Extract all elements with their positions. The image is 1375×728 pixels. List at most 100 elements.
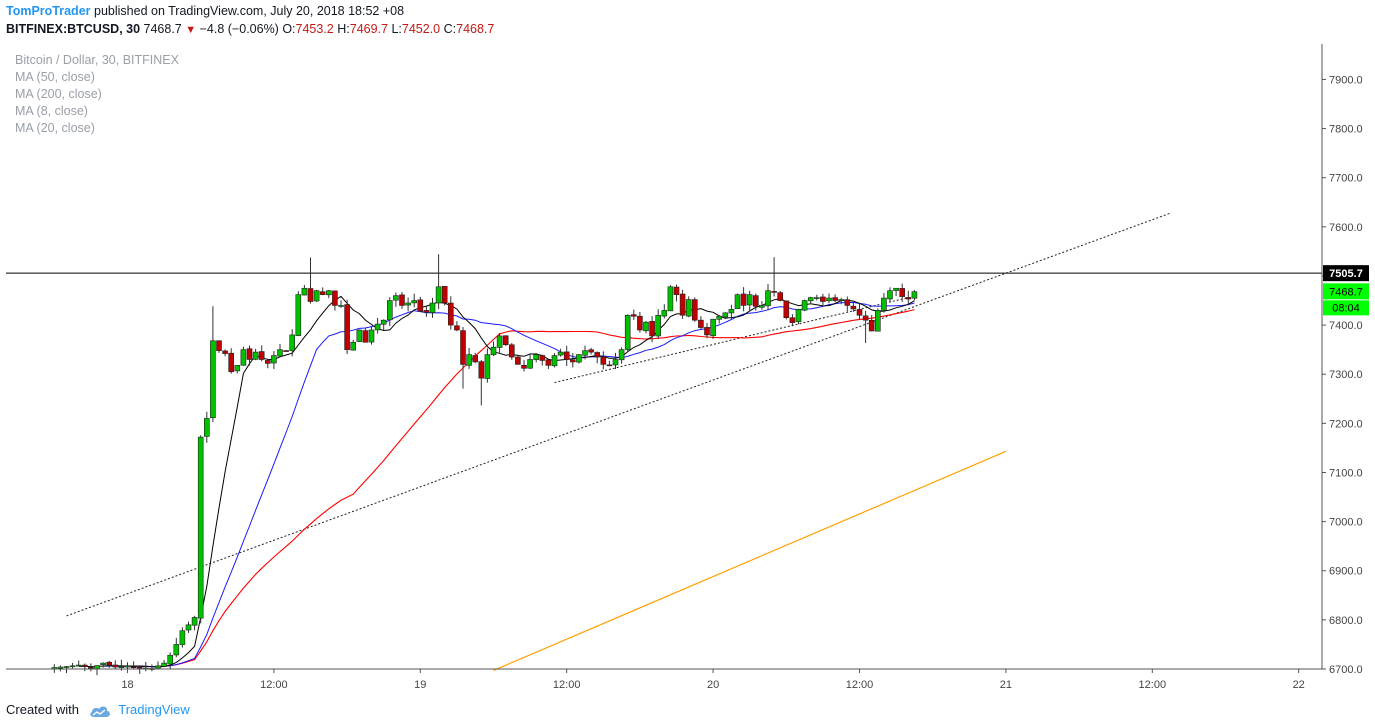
candle-body xyxy=(899,288,906,297)
y-tick-label: 7900.0 xyxy=(1329,74,1363,86)
candle-body xyxy=(179,630,186,645)
candle-body xyxy=(539,355,546,361)
candle-body xyxy=(350,341,357,351)
candle-body xyxy=(710,318,716,337)
candle-body xyxy=(344,304,350,350)
candle-body xyxy=(624,314,631,350)
candle-body xyxy=(691,299,698,321)
legend-ma20[interactable]: MA (20, close) xyxy=(15,121,95,135)
candle-body xyxy=(490,346,497,356)
candle-body xyxy=(783,300,790,319)
legend-ma200[interactable]: MA (200, close) xyxy=(15,87,102,101)
x-tick-label: 19 xyxy=(414,679,426,691)
candle-body xyxy=(155,665,161,669)
candle-body xyxy=(374,323,381,331)
tradingview-cloud-icon[interactable] xyxy=(89,704,111,718)
ma8-line xyxy=(78,295,915,668)
candle-body xyxy=(307,288,314,302)
candle-body xyxy=(850,305,857,310)
candle-body xyxy=(521,364,527,369)
candle-body xyxy=(881,297,887,311)
candle-body xyxy=(167,654,173,665)
candle-body xyxy=(795,309,802,323)
candle-body xyxy=(698,319,704,328)
candle-body xyxy=(478,361,485,379)
symbol-name: BITFINEX:BTCUSD, 30 xyxy=(6,22,141,36)
candle-body xyxy=(887,290,893,300)
legend-title: Bitcoin / Dollar, 30, BITFINEX xyxy=(15,53,179,67)
legend-ma50[interactable]: MA (50, close) xyxy=(15,70,95,84)
candle-body xyxy=(240,349,247,366)
candle-body xyxy=(197,436,204,619)
down-arrow-icon: ▼ xyxy=(185,24,197,36)
candle-body xyxy=(362,330,369,343)
candle-body xyxy=(136,666,143,669)
candle-body xyxy=(295,294,302,336)
candle-body xyxy=(417,299,424,312)
candle-body xyxy=(777,292,784,301)
publish-header: TomProTrader published on TradingView.co… xyxy=(6,4,404,18)
candle-body xyxy=(258,351,265,360)
candle-body xyxy=(441,286,448,304)
candle-body xyxy=(75,664,82,667)
candle-body xyxy=(399,294,405,306)
candle-body xyxy=(161,662,167,667)
y-tick-label: 6800.0 xyxy=(1329,615,1363,627)
candle-body xyxy=(106,661,112,666)
x-tick-label: 12:00 xyxy=(846,679,874,691)
candle-body xyxy=(649,321,655,337)
candle-body xyxy=(667,286,674,312)
candle-body xyxy=(289,334,296,351)
candle-body xyxy=(594,352,601,358)
candle-body xyxy=(173,644,180,656)
countdown-tag xyxy=(1323,300,1369,316)
x-tick-label: 12:00 xyxy=(1139,679,1167,691)
created-with-text: Created with xyxy=(6,702,79,717)
legend-ma8[interactable]: MA (8, close) xyxy=(15,104,88,118)
author-link[interactable]: TomProTrader xyxy=(6,4,91,18)
candle-body xyxy=(844,299,851,306)
x-tick-label: 18 xyxy=(121,679,133,691)
y-tick-label: 7000.0 xyxy=(1329,517,1363,529)
candle-body xyxy=(893,287,899,291)
candle-body xyxy=(405,302,411,306)
candle-body xyxy=(216,340,222,351)
candle-body xyxy=(612,359,619,366)
countdown-text: 08:04 xyxy=(1332,302,1360,314)
candle-body xyxy=(685,299,692,317)
candle-body xyxy=(588,349,594,353)
candle-body xyxy=(423,310,430,313)
candle-body xyxy=(332,290,338,306)
candle-body xyxy=(771,291,777,293)
y-tick-label: 7100.0 xyxy=(1329,467,1363,479)
price-axis[interactable]: 6700.0 6800.0 6900.0 7000.0 7100.0 7200.0 7300… xyxy=(1322,74,1363,676)
time-axis[interactable]: 18 12:00 19 12:00 20 12:00 21 12:00 22 xyxy=(121,669,1305,691)
candle-body xyxy=(246,348,253,360)
candle-body xyxy=(545,359,552,366)
candles xyxy=(51,254,918,676)
candle-body xyxy=(112,664,119,668)
candle-body xyxy=(228,352,234,373)
candle-body xyxy=(630,314,637,317)
high-label: H: xyxy=(337,22,350,36)
candle-body xyxy=(746,294,753,306)
candle-body xyxy=(356,329,363,342)
candle-body xyxy=(502,335,509,346)
x-tick-label: 21 xyxy=(1000,679,1012,691)
y-tick-label: 6900.0 xyxy=(1329,566,1363,578)
candle-body xyxy=(752,295,759,307)
candle-body xyxy=(313,290,320,302)
candle-body xyxy=(325,290,332,296)
candle-body xyxy=(496,335,503,348)
low-label: L: xyxy=(391,22,402,36)
candle-body xyxy=(734,294,741,309)
candle-body xyxy=(472,355,479,363)
candle-body xyxy=(862,315,869,321)
tradingview-brand-link[interactable]: TradingView xyxy=(118,702,190,717)
candle-body xyxy=(557,351,564,356)
candle-body xyxy=(252,351,259,360)
candle-body xyxy=(380,319,387,325)
candle-body xyxy=(551,355,558,367)
candle-body xyxy=(130,666,137,669)
